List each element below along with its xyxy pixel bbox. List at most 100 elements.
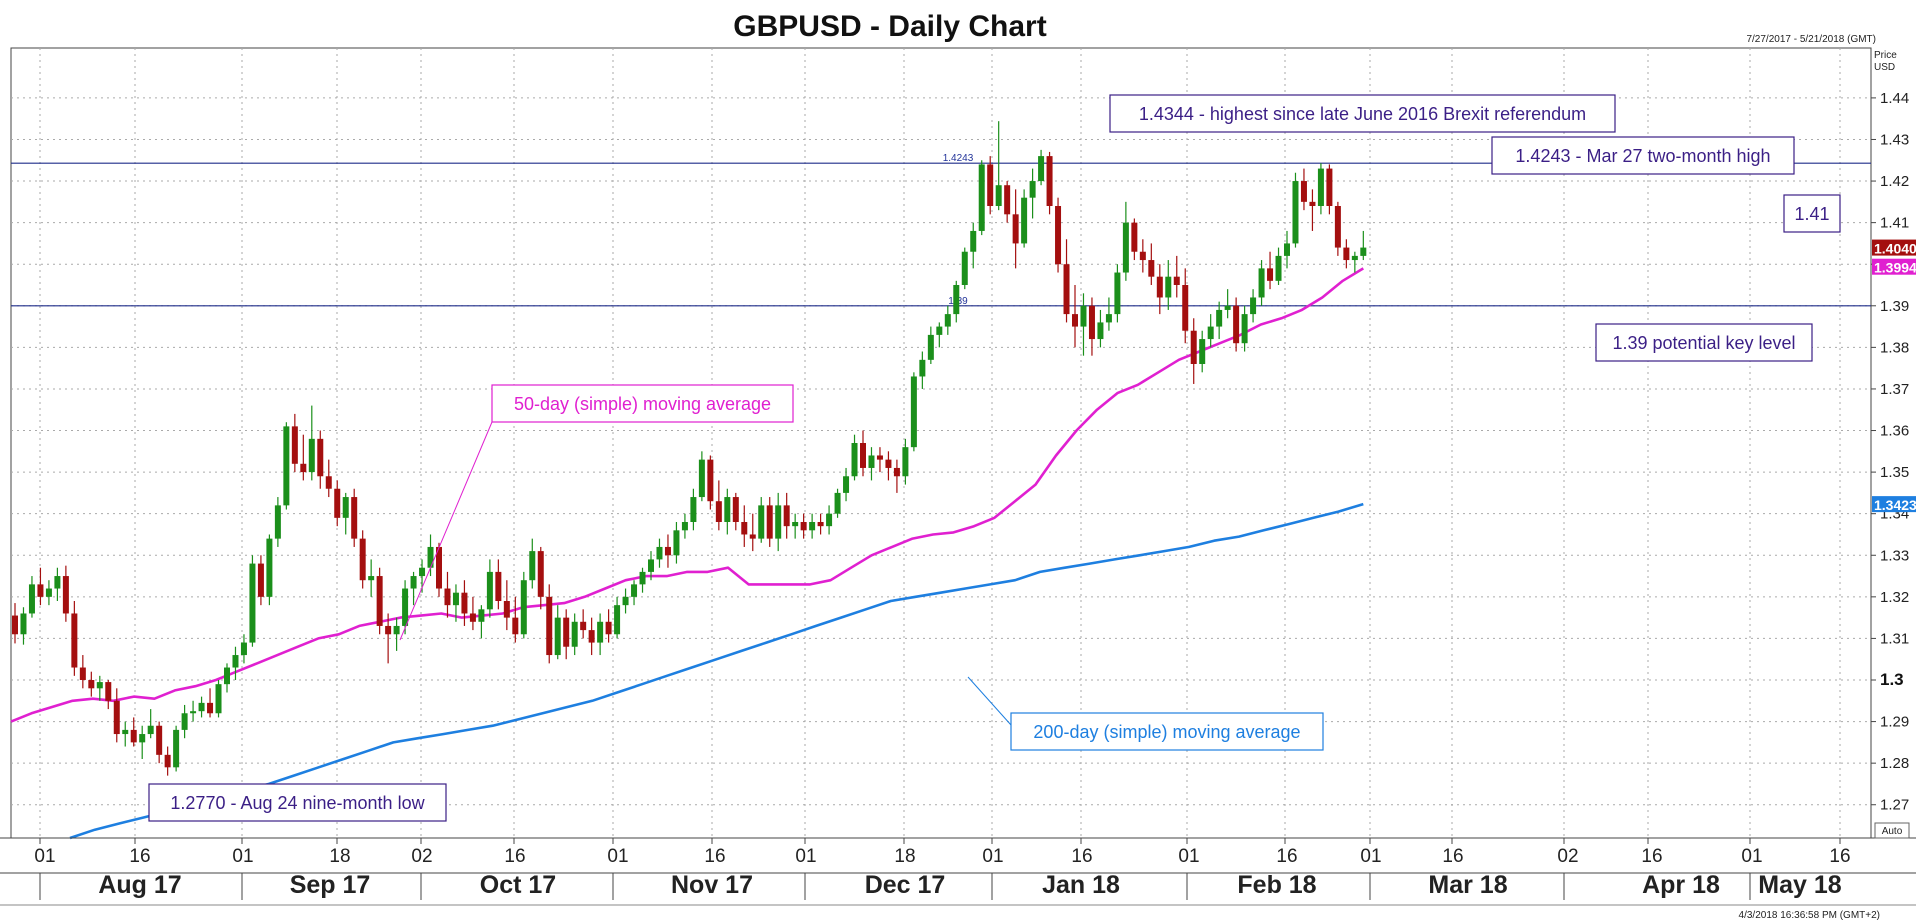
candle-body: [1250, 297, 1257, 315]
y-tick-label: 1.43: [1880, 131, 1909, 148]
auto-label[interactable]: Auto: [1882, 826, 1903, 837]
x-day-label: 16: [1071, 846, 1092, 867]
candle-body: [147, 725, 154, 735]
candle-body: [1224, 305, 1231, 310]
x-day-label: 16: [1442, 846, 1463, 867]
y-tick-label: 1.35: [1880, 464, 1909, 481]
candle-body: [503, 601, 510, 618]
candle-body: [919, 359, 926, 377]
annotation-box: [1783, 194, 1841, 233]
candle-body: [1258, 268, 1265, 298]
candle-body: [1216, 309, 1223, 327]
x-month-label: Jan 18: [1042, 871, 1120, 899]
candle-body: [1284, 243, 1290, 256]
candle-body: [1190, 330, 1197, 364]
ma50-tag-box: [1872, 258, 1916, 275]
candle-body: [325, 476, 332, 489]
x-month-label: Dec 17: [865, 871, 946, 899]
ma50-line: [10, 267, 1364, 723]
candle-body: [368, 576, 375, 581]
candle-body: [1334, 206, 1341, 248]
candle-body: [673, 530, 680, 556]
candle-body: [88, 680, 95, 689]
candle-body: [334, 488, 341, 518]
candle-body: [1326, 168, 1333, 206]
candle-body: [758, 505, 765, 539]
candle-body: [436, 546, 442, 589]
annotation-text: 200-day (simple) moving average: [1033, 722, 1300, 742]
candle-body: [995, 185, 1002, 206]
candle-body: [512, 617, 519, 635]
candle-body: [1182, 285, 1189, 331]
y-tick-label: 1.37: [1880, 381, 1909, 398]
candle-body: [554, 617, 561, 656]
annotation-text: 1.4344 - highest since late June 2016 Br…: [1139, 104, 1586, 124]
candle-body: [792, 522, 799, 527]
y-tick-label: 1.29: [1880, 714, 1909, 731]
candle-body: [631, 584, 638, 597]
candle-body: [1114, 272, 1121, 315]
candle-body: [648, 559, 654, 572]
candle-body: [461, 592, 468, 614]
candle-body: [681, 522, 688, 531]
candle-body: [741, 522, 748, 535]
annotation-box: [1595, 323, 1813, 362]
candle-body: [495, 571, 502, 601]
candle-body: [597, 621, 604, 643]
candle-body: [308, 438, 315, 473]
x-month-label: Apr 18: [1642, 871, 1720, 899]
candle-body: [843, 476, 850, 493]
candle-body: [1351, 255, 1358, 261]
candle-body: [910, 376, 917, 448]
candle-body: [427, 546, 434, 568]
x-month-label: Nov 17: [671, 871, 753, 899]
x-day-label: 16: [1276, 846, 1297, 867]
x-day-label: 16: [504, 846, 525, 867]
x-month-label: Aug 17: [98, 871, 181, 899]
candle-body: [393, 625, 400, 635]
y-tick-label: 1.39: [1880, 298, 1909, 315]
candle-body: [45, 588, 52, 597]
annotation-text: 50-day (simple) moving average: [514, 394, 771, 414]
x-day-label: 01: [795, 846, 816, 867]
annotation-text: 1.39 potential key level: [1612, 333, 1795, 353]
candle-body: [224, 667, 230, 685]
candle-body: [207, 702, 214, 714]
candle-body: [113, 700, 120, 735]
x-month-label: Mar 18: [1428, 871, 1507, 899]
x-day-label: 01: [34, 846, 55, 867]
candle-body: [1156, 276, 1163, 298]
annotation-box: [1491, 136, 1795, 175]
ma50-connector: [399, 421, 493, 641]
candle-body: [1233, 305, 1240, 344]
x-month-label: Sep 17: [290, 871, 371, 899]
candle-body: [469, 613, 476, 622]
candle-body: [664, 546, 671, 556]
candle-body: [232, 655, 239, 668]
axis-unit-line: Price: [1874, 50, 1897, 61]
candle-body: [266, 538, 273, 597]
candle-body: [885, 459, 892, 468]
candle-body: [860, 443, 866, 468]
candle-body: [1072, 314, 1078, 327]
y-tick-label: 1.31: [1880, 630, 1909, 647]
candle-body: [783, 505, 790, 527]
timestamp: 4/3/2018 16:36:58 PM (GMT+2): [1739, 910, 1880, 921]
y-tick-label: 1.41: [1880, 215, 1909, 232]
candle-body: [698, 459, 705, 498]
auto-box[interactable]: [1874, 822, 1910, 839]
candle-body: [1012, 214, 1019, 244]
candle-body: [419, 567, 426, 577]
candle-body: [775, 505, 782, 539]
candle-body: [970, 230, 977, 252]
candle-body: [37, 584, 44, 597]
candle-body: [1097, 322, 1104, 340]
candle-body: [529, 551, 536, 581]
candle-body: [953, 285, 960, 315]
candle-body: [868, 455, 875, 468]
candle-body: [1165, 276, 1172, 298]
candle-body: [1105, 314, 1112, 323]
candle-body: [1199, 339, 1206, 364]
candle-body: [410, 576, 417, 589]
